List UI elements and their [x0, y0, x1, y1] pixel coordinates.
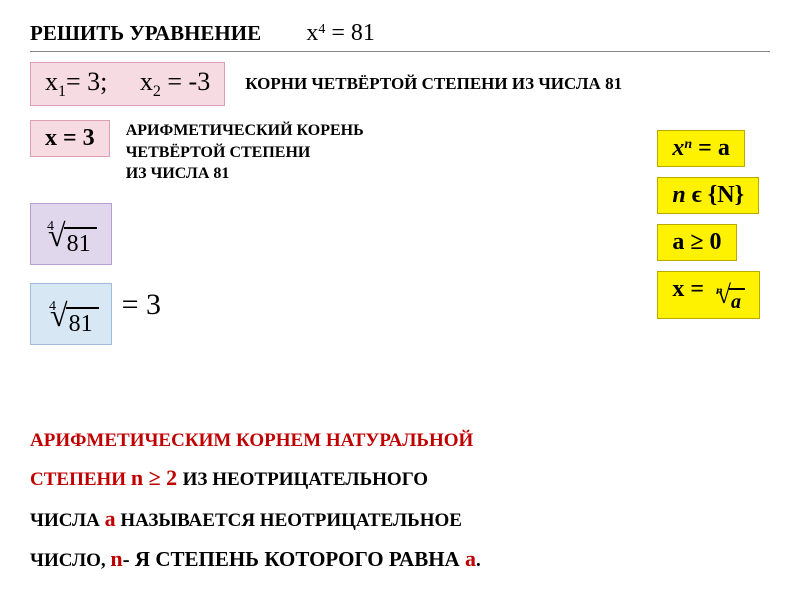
right-column: xn = a n ϵ {N} a ≥ 0 x = n √ a	[657, 130, 760, 329]
rad2-result: = 3	[122, 288, 161, 321]
title-row: РЕШИТЬ УРАВНЕНИЕ x4 = 81	[30, 20, 770, 52]
def-l3a: ЧИСЛА	[30, 510, 105, 531]
yellow-eq2: n ϵ {N}	[657, 177, 759, 214]
rad2-idx: 4	[49, 299, 56, 315]
eq1-rhs: = a	[692, 135, 730, 161]
def-l2a: СТЕПЕНИ	[30, 469, 126, 490]
def-l4a: ЧИСЛО,	[30, 550, 110, 571]
roots-label: КОРНИ ЧЕТВЁРТОЙ СТЕПЕНИ ИЗ ЧИСЛА 81	[245, 73, 622, 95]
def-l4b: - Я СТЕПЕНЬ КОТОРОГО РАВНА	[123, 547, 465, 571]
rad1-radicand: 81	[64, 227, 97, 258]
eq2-rhs: ϵ {N}	[686, 182, 744, 208]
rad2-radicand: 81	[66, 307, 99, 338]
radical-box-2: 4 √ 81	[30, 283, 112, 345]
definition-block: АРИФМЕТИЧЕСКИМ КОРНЕМ НАТУРАЛЬНОЙ СТЕПЕН…	[30, 423, 770, 580]
roots-row: x1= 3; x2 = -3 КОРНИ ЧЕТВЁРТОЙ СТЕПЕНИ И…	[30, 62, 770, 106]
radical-2: 4 √ 81	[43, 303, 99, 338]
eq2-lhs: n	[672, 182, 685, 208]
x1-sub: 1	[58, 83, 66, 100]
rad1-idx: 4	[47, 219, 54, 235]
def-l4dot: .	[476, 550, 481, 571]
eq4-lhs: x =	[672, 276, 704, 302]
x1-var: x	[45, 67, 58, 96]
eq-exp: 4	[318, 22, 325, 37]
x2-var: x	[140, 67, 153, 96]
def-line-4: ЧИСЛО, n- Я СТЕПЕНЬ КОТОРОГО РАВНА a.	[30, 539, 770, 580]
arith-l3: ИЗ ЧИСЛА 81	[126, 163, 364, 185]
def-l1: АРИФМЕТИЧЕСКИМ КОРНЕМ НАТУРАЛЬНОЙ	[30, 430, 473, 451]
def-l3-aa: a	[105, 506, 116, 531]
eq-rhs: = 81	[331, 20, 375, 46]
def-l2-cond: n ≥ 2	[131, 465, 183, 490]
def-l4n: n	[110, 546, 122, 571]
yellow-eq3: a ≥ 0	[657, 224, 736, 261]
arith-label: АРИФМЕТИЧЕСКИЙ КОРЕНЬ ЧЕТВЁРТОЙ СТЕПЕНИ …	[126, 120, 364, 185]
solve-label: РЕШИТЬ УРАВНЕНИЕ	[30, 21, 261, 46]
def-line-2: СТЕПЕНИ n ≥ 2 ИЗ НЕОТРИЦАТЕЛЬНОГО	[30, 458, 770, 499]
arith-l2: ЧЕТВЁРТОЙ СТЕПЕНИ	[126, 142, 364, 164]
arith-l1: АРИФМЕТИЧЕСКИЙ КОРЕНЬ	[126, 120, 364, 142]
yellow-eq4: x = n √ a	[657, 271, 760, 319]
x2-val: = -3	[161, 67, 210, 96]
radical-1: 4 √ 81	[41, 223, 97, 258]
eq1-exp: n	[684, 137, 692, 152]
def-line-1: АРИФМЕТИЧЕСКИМ КОРНЕМ НАТУРАЛЬНОЙ	[30, 423, 770, 458]
eq1-lhs: x	[672, 135, 684, 161]
x2-sub: 2	[153, 83, 161, 100]
eq4-radical: n √ a	[710, 285, 745, 314]
title-equation: x4 = 81	[306, 20, 375, 47]
arith-pink-box: x = 3	[30, 120, 110, 157]
def-line-3: ЧИСЛА a НАЗЫВАЕТСЯ НЕОТРИЦАТЕЛЬНОЕ	[30, 499, 770, 540]
radical-box-1: 4 √ 81	[30, 203, 112, 265]
x1-val: = 3;	[66, 67, 107, 96]
eq4-rad: a	[729, 288, 745, 314]
roots-pink-box: x1= 3; x2 = -3	[30, 62, 225, 106]
eq4-idx: n	[716, 283, 723, 298]
def-l4aa: a	[465, 546, 476, 571]
yellow-eq1: xn = a	[657, 130, 744, 167]
def-l3b: НАЗЫВАЕТСЯ НЕОТРИЦАТЕЛЬНОЕ	[116, 510, 462, 531]
eq-lhs: x	[306, 20, 318, 46]
def-l2b: ИЗ НЕОТРИЦАТЕЛЬНОГО	[183, 469, 428, 490]
